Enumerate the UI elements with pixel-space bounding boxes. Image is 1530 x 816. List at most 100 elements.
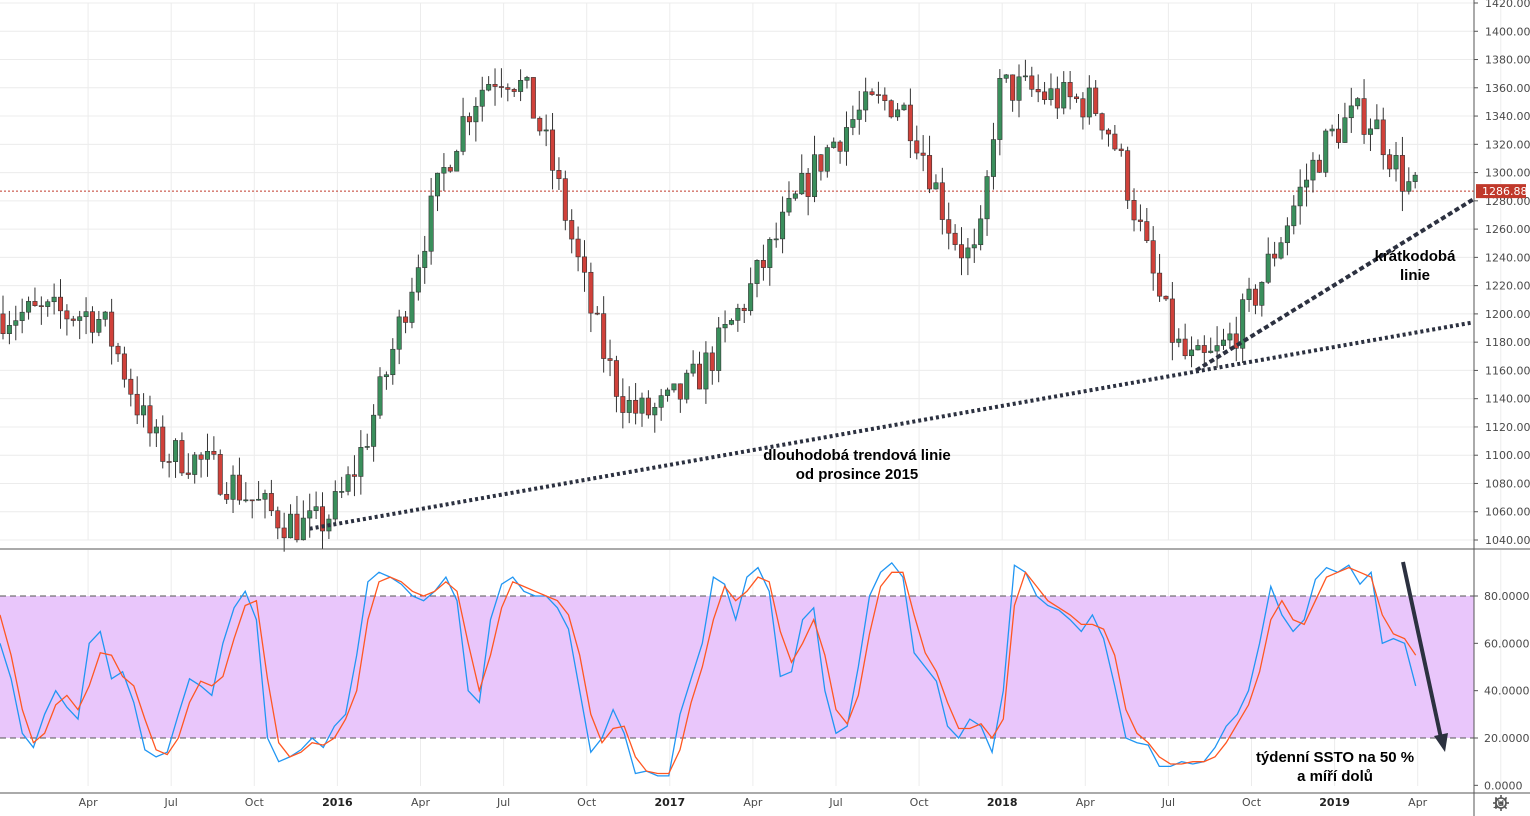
candle-body: [1099, 113, 1105, 131]
candle-body: [1387, 154, 1393, 170]
stoch-tick-label: 20.0000: [1484, 732, 1530, 745]
candle-body: [179, 440, 185, 474]
candle-body: [728, 320, 734, 325]
candle-body: [454, 151, 460, 172]
candle-body: [1272, 253, 1278, 259]
x-tick-label: Apr: [1408, 796, 1428, 809]
candle-body: [486, 84, 492, 91]
candle-body: [511, 89, 517, 92]
candle-body: [556, 170, 562, 179]
candle-body: [371, 414, 377, 447]
candle-body: [1189, 349, 1195, 357]
candle-body: [1227, 333, 1233, 341]
candle-body: [613, 360, 619, 397]
candle-body: [1399, 155, 1405, 192]
y-tick-label: 1240.00: [1485, 251, 1530, 264]
candle-body: [652, 407, 658, 416]
candle-body: [1310, 159, 1316, 181]
candle-body: [89, 311, 95, 333]
candle-body: [562, 178, 568, 221]
candle-body: [1304, 179, 1310, 188]
candle-body: [939, 182, 945, 220]
candle-body: [1246, 288, 1252, 300]
candle-body: [281, 527, 287, 539]
candle-body: [83, 311, 89, 318]
gear-icon[interactable]: [1493, 795, 1509, 811]
candle-body: [645, 397, 651, 416]
candle-body: [185, 472, 191, 475]
annotation-stoch-line2: a míří dolů: [1297, 768, 1373, 785]
candle-body: [1291, 205, 1297, 227]
last-price-tag: 1286.88: [1476, 184, 1528, 199]
candle-body: [1054, 88, 1060, 109]
candle-body: [166, 461, 172, 463]
candle-body: [498, 86, 504, 88]
candle-body: [1361, 98, 1367, 135]
candle-body: [217, 454, 223, 495]
candle-body: [767, 239, 773, 268]
candle-body: [601, 313, 607, 359]
candle-body: [1048, 88, 1054, 100]
candle-body: [1182, 338, 1188, 357]
candle-body: [588, 271, 594, 314]
stoch-tick-label: 80.0000: [1484, 590, 1530, 603]
candle-body: [888, 100, 894, 118]
candle-body: [160, 426, 166, 462]
candle-body: [665, 389, 671, 396]
candle-body: [96, 319, 102, 333]
candle-body: [1342, 117, 1348, 143]
down-arrow: [1401, 561, 1448, 752]
candle-body: [1105, 129, 1111, 135]
candle-body: [1067, 82, 1073, 98]
candle-body: [19, 311, 25, 321]
stoch-tick-label: 40.0000: [1484, 685, 1530, 698]
candle-body: [1265, 253, 1271, 283]
candle-body: [466, 116, 472, 123]
candle-body: [141, 405, 147, 416]
x-tick-label: Oct: [1242, 796, 1262, 809]
candle-body: [869, 91, 875, 95]
x-tick-label: 2018: [987, 796, 1018, 809]
y-tick-label: 1400.00: [1485, 25, 1530, 38]
candle-body: [990, 139, 996, 177]
y-tick-label: 1180.00: [1485, 336, 1530, 349]
candle-body: [192, 454, 198, 475]
candle-body: [1022, 75, 1028, 78]
candle-body: [249, 499, 255, 502]
candle-body: [735, 307, 741, 321]
candle-body: [396, 316, 402, 350]
candle-body: [45, 301, 51, 307]
last-price-label: 1286.88: [1482, 185, 1528, 198]
candle-body: [907, 104, 913, 142]
candle-body: [1163, 295, 1169, 300]
candle-body: [1380, 119, 1386, 156]
candle-body: [294, 513, 300, 541]
candle-body: [1336, 128, 1342, 143]
candle-body: [109, 311, 115, 347]
candle-body: [690, 363, 696, 374]
candle-body: [1278, 242, 1284, 259]
candle-body: [837, 141, 843, 152]
candle-body: [153, 426, 159, 434]
stochastic-lines: [0, 561, 1417, 777]
candle-body: [243, 499, 249, 502]
candle-body: [415, 267, 421, 293]
trendlines: [309, 197, 1475, 531]
y-tick-label: 1080.00: [1485, 477, 1530, 490]
candle-body: [358, 447, 364, 477]
annotation-short-line2: linie: [1400, 267, 1430, 284]
x-tick-label: Apr: [743, 796, 763, 809]
candle-body: [697, 363, 703, 390]
y-tick-label: 1140.00: [1485, 393, 1530, 406]
candle-body: [1195, 345, 1201, 351]
candle-body: [345, 474, 351, 492]
y-tick-label: 1360.00: [1485, 82, 1530, 95]
candle-body: [339, 491, 345, 493]
x-tick-label: Jul: [828, 796, 842, 809]
candle-body: [1169, 298, 1175, 343]
x-tick-label: Jul: [164, 796, 178, 809]
x-tick-label: 2019: [1319, 796, 1350, 809]
candle-body: [1259, 281, 1265, 306]
candle-body: [933, 182, 939, 190]
candle-body: [313, 506, 319, 512]
